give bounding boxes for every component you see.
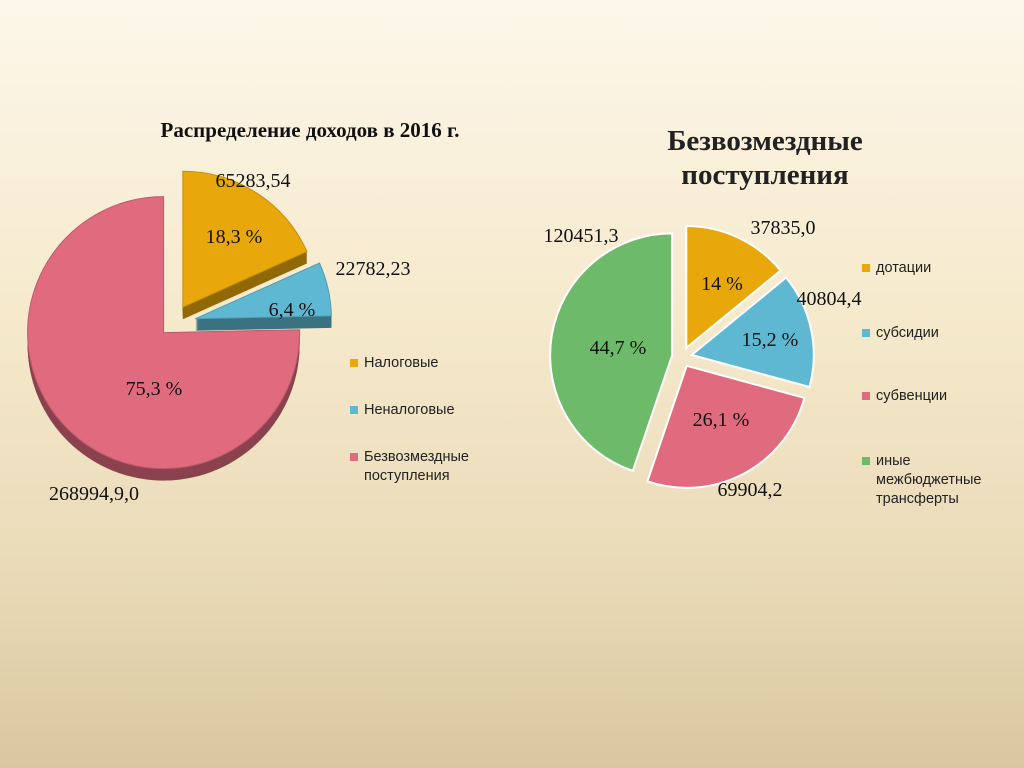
- legend-label: иные межбюджетные трансферты: [876, 453, 982, 507]
- legend-label: Налоговые: [364, 355, 439, 371]
- legend-item: иные межбюджетные трансферты: [862, 452, 1012, 509]
- legend-swatch: [862, 329, 870, 337]
- legend-label: Безвозмездные поступления: [364, 449, 469, 484]
- legend-label: дотации: [876, 260, 932, 276]
- chart-title-income: Распределение доходов в 2016 г.: [160, 118, 460, 142]
- legend-swatch: [350, 359, 358, 367]
- legend-swatch: [350, 453, 358, 461]
- legend-item: субвенции: [862, 387, 1012, 406]
- value-label: 120451,3: [544, 225, 619, 247]
- value-label: 40804,4: [797, 288, 862, 310]
- legend-swatch: [350, 406, 358, 414]
- value-label: 65283,54: [216, 170, 291, 192]
- percent-label: 75,3 %: [126, 378, 183, 400]
- legend-item: Безвозмездные поступления: [350, 448, 500, 486]
- pie-slice: [549, 232, 674, 473]
- pie-slice: [689, 276, 815, 389]
- legend-item: субсидии: [862, 324, 1012, 343]
- percent-label: 15,2 %: [742, 329, 799, 351]
- legend-label: субсидии: [876, 325, 939, 341]
- legend-swatch: [862, 457, 870, 465]
- value-label: 22782,23: [336, 258, 411, 280]
- percent-label: 44,7 %: [590, 337, 647, 359]
- chart-title-grants: Безвозмездные поступления: [667, 125, 863, 191]
- percent-label: 14 %: [701, 273, 743, 295]
- legend-label: субвенции: [876, 388, 948, 404]
- value-label: 69904,2: [718, 479, 783, 501]
- legend-label: Неналоговые: [364, 402, 455, 418]
- legend-swatch: [862, 264, 870, 272]
- legend-item: Налоговые: [350, 354, 500, 373]
- legend-item: Неналоговые: [350, 401, 500, 420]
- pie-slice: [646, 364, 806, 489]
- value-label: 37835,0: [751, 217, 816, 239]
- pie-slice: [685, 224, 783, 351]
- percent-label: 6,4 %: [269, 299, 316, 321]
- percent-label: 26,1 %: [693, 409, 750, 431]
- legend-swatch: [862, 392, 870, 400]
- legend-item: дотации: [862, 259, 1012, 278]
- value-label: 268994,9,0: [49, 483, 139, 505]
- pie-slice: [27, 196, 301, 469]
- pie-slice: [182, 170, 308, 308]
- percent-label: 18,3 %: [206, 226, 263, 248]
- pie-slice: [195, 262, 332, 320]
